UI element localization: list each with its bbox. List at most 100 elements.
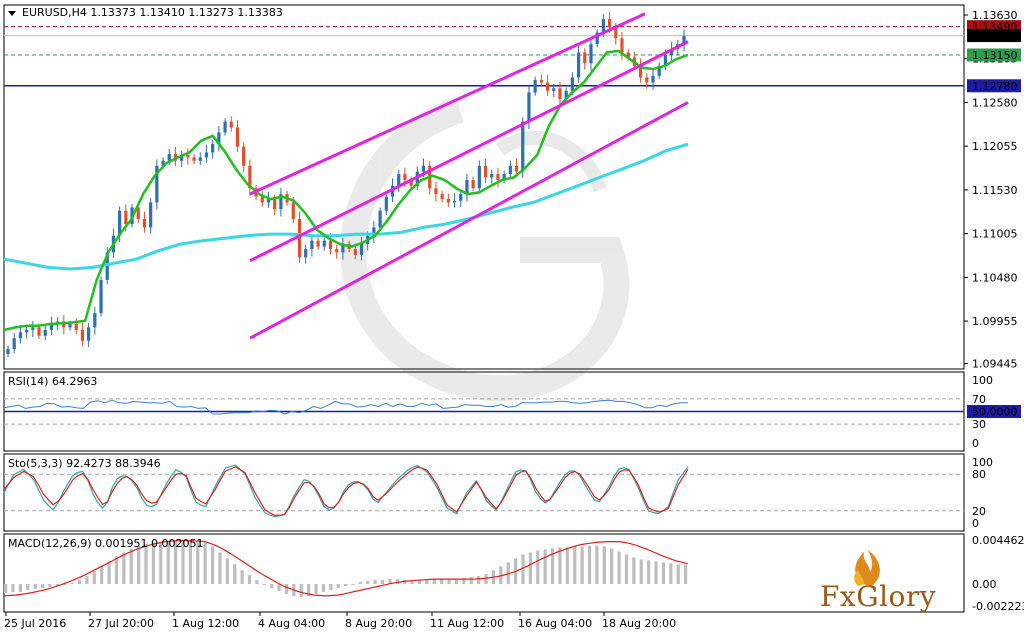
- candle-body: [601, 19, 605, 33]
- macd-bar: [284, 584, 289, 594]
- macd-bar: [558, 547, 562, 585]
- macd-bar: [277, 584, 281, 591]
- sto-tick-label: 80: [972, 468, 986, 481]
- rsi-tick-label: 50.0000: [972, 406, 1018, 419]
- candle-body: [682, 35, 686, 45]
- candle-body: [99, 279, 103, 314]
- sto-tick-label: 20: [972, 505, 986, 518]
- macd-bar: [373, 580, 377, 585]
- ma-fast-line: [3, 49, 689, 332]
- candle-body: [409, 179, 413, 186]
- symbol-caption: EURUSD,H4 1.13373 1.13410 1.13273 1.1338…: [22, 6, 283, 19]
- macd-bar: [233, 564, 237, 585]
- candle-body: [496, 174, 500, 180]
- candle-body: [638, 65, 643, 78]
- time-tick-label: 11 Aug 12:00: [430, 617, 504, 630]
- channel-line-upper: [249, 12, 646, 196]
- macd-bar: [543, 549, 547, 585]
- rsi-tick-label: 30: [972, 418, 986, 431]
- macd-bar: [499, 566, 503, 585]
- candle-body: [74, 324, 78, 330]
- candle-body: [533, 79, 537, 93]
- candle-body: [657, 65, 661, 76]
- time-tick-label: 4 Aug 04:00: [258, 617, 325, 630]
- macd-bar: [403, 580, 407, 585]
- candle-body: [105, 252, 109, 280]
- macd-bar: [587, 545, 592, 585]
- macd-bar: [425, 580, 429, 585]
- macd-bar: [580, 546, 584, 585]
- candle-body: [235, 127, 240, 147]
- macd-bar: [321, 584, 326, 592]
- candle-body: [620, 38, 624, 53]
- candle-body: [260, 196, 264, 203]
- candle-body: [155, 165, 159, 203]
- macd-bar: [654, 561, 658, 585]
- candle-body: [372, 227, 376, 236]
- candle-body: [595, 32, 599, 45]
- price-tag-label: 1.13150: [972, 49, 1018, 62]
- macd-bar: [129, 548, 133, 585]
- macd-bar: [447, 579, 451, 585]
- candle-body: [198, 157, 202, 161]
- macd-panel-frame: [3, 533, 965, 613]
- macd-bar: [137, 545, 141, 585]
- macd-bar: [632, 557, 636, 585]
- macd-bar: [358, 582, 362, 585]
- candle-body: [341, 244, 345, 253]
- macd-bar: [469, 577, 473, 585]
- macd-bar: [159, 541, 163, 585]
- macd-bar: [55, 584, 59, 587]
- macd-bar: [410, 580, 414, 585]
- macd-bar: [432, 579, 436, 585]
- macd-bar: [188, 540, 192, 585]
- candle-body: [552, 88, 556, 91]
- price-tag: [967, 48, 1021, 62]
- sto-main-line: [3, 464, 689, 518]
- candle-body: [248, 165, 252, 189]
- candle-body: [335, 249, 339, 253]
- macd-bar: [26, 584, 30, 590]
- macd-bar: [196, 541, 200, 585]
- candle-body: [25, 329, 29, 333]
- candle-body: [6, 349, 10, 355]
- candle-body: [477, 165, 481, 189]
- macd-bar: [181, 540, 185, 585]
- macd-bar: [661, 562, 666, 585]
- macd-bar: [270, 584, 274, 589]
- logo: FxGlory: [820, 550, 936, 613]
- candle-body: [508, 165, 512, 175]
- macd-bar: [417, 580, 422, 585]
- macd-bar: [684, 564, 688, 585]
- candle-body: [316, 240, 320, 247]
- time-tick-label: 18 Aug 20:00: [602, 617, 676, 630]
- candle-body: [62, 321, 66, 328]
- macd-tick-label: 0.004462: [972, 534, 1024, 547]
- macd-bar: [144, 543, 148, 585]
- candle-body: [589, 44, 593, 64]
- candle-body: [304, 249, 308, 258]
- macd-bar: [210, 546, 215, 585]
- candle-body: [502, 174, 506, 180]
- candle-body: [471, 179, 475, 189]
- candle-body: [514, 165, 519, 172]
- ma-slow-line: [3, 142, 689, 271]
- macd-bar: [203, 542, 207, 585]
- macd-bar: [40, 584, 45, 589]
- candle-body: [397, 174, 401, 186]
- macd-bar: [462, 578, 466, 585]
- candle-body: [446, 199, 450, 203]
- macd-bar: [122, 552, 126, 585]
- candle-body: [378, 210, 382, 228]
- candle-body: [310, 240, 314, 250]
- macd-bar: [262, 584, 266, 586]
- macd-bar: [18, 584, 22, 592]
- macd-bar: [11, 584, 15, 592]
- rsi-line: [3, 399, 688, 415]
- logo-text: FxGlory: [820, 580, 936, 613]
- macd-bar: [174, 540, 178, 585]
- candle-body: [663, 54, 667, 66]
- time-tick-label: 1 Aug 12:00: [172, 617, 239, 630]
- candle-body: [570, 77, 574, 91]
